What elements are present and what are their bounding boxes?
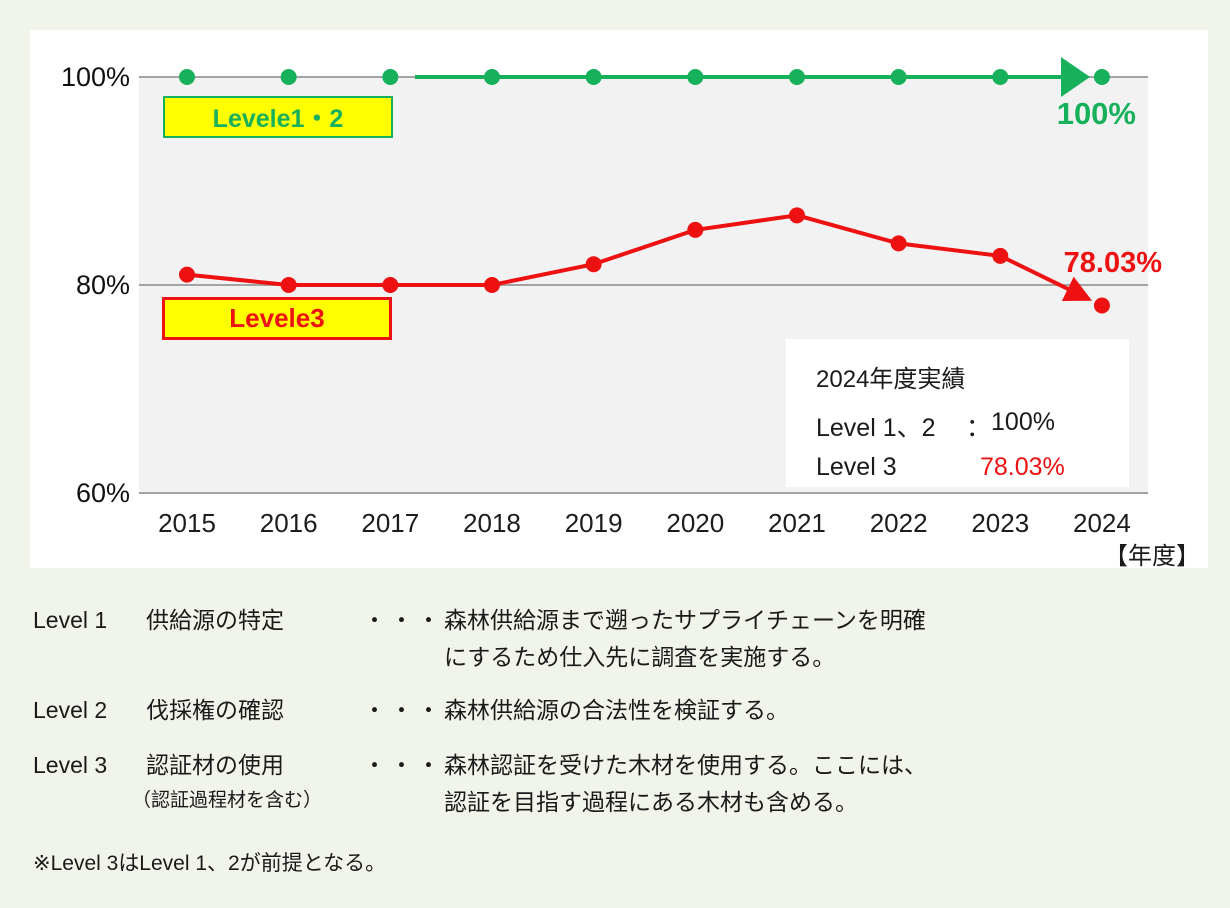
series-level12-point: [179, 69, 195, 85]
series-level12-point: [687, 69, 704, 85]
series-level12-arrowhead: [1061, 57, 1090, 97]
definition-description: 森林供給源の合法性を検証する。: [444, 692, 1203, 729]
series-badge-level12-label: Levele1・2: [212, 105, 344, 133]
y-axis-tick-label: 80%: [75, 270, 130, 300]
definition-description-line: 森林認証を受けた木材を使用する。ここには、: [444, 752, 927, 778]
series-level12-point: [382, 69, 399, 85]
x-axis-tick-label: 2024: [1073, 508, 1131, 538]
annotation-title: 2024年度実績: [816, 366, 966, 393]
annotation-box: 2024年度実績 Level 1、2 ： 100% Level 3 78.03%: [786, 339, 1129, 487]
annotation-row-label: Level 3: [816, 453, 897, 481]
x-axis-tick-label: 2015: [158, 508, 216, 538]
definition-term-column: 供給源の特定: [146, 602, 363, 676]
series-level12-point: [890, 69, 907, 85]
definition-description: 森林認証を受けた木材を使用する。ここには、 認証を目指す過程にある木材も含める。: [444, 747, 1203, 821]
definition-description: 森林供給源まで遡ったサプライチェーンを明確 にするため仕入先に調査を実施する。: [444, 602, 1203, 676]
annotation-row-value: 100%: [991, 408, 1055, 436]
level-definitions: Level 1 供給源の特定 ・・・ 森林供給源まで遡ったサプライチェーンを明確 にする…: [33, 602, 1203, 877]
definition-separator-dots: ・・・: [363, 752, 444, 778]
series-level3-point: [992, 247, 1009, 264]
series-level12-point: [788, 69, 805, 85]
series-level12-point: [585, 69, 602, 85]
annotation-row-level3: Level 3 78.03%: [816, 453, 1129, 482]
definition-description-line: 森林供給源まで遡ったサプライチェーンを明確: [444, 607, 926, 633]
level-definition-row: Level 3 認証材の使用 （認証過程材を含む） ・・・ 森林認証を受けた木材を使用す…: [33, 747, 1203, 821]
y-axis-tick-label: 60%: [75, 478, 130, 508]
series-level3-line: [186, 213, 1075, 294]
series-level3-point: [687, 221, 704, 238]
chart-card: 100% 80% 60% 2015 2016 2017 2018 2019 2020 2021 2…: [30, 30, 1208, 570]
series-level3-point: [483, 277, 500, 293]
series-level3-point: [179, 266, 195, 283]
series-level3-arrowhead: [1061, 276, 1093, 301]
annotation-row-sep: ：: [966, 414, 992, 442]
level-definition-row: Level 1 供給源の特定 ・・・ 森林供給源まで遡ったサプライチェーンを明確 にする…: [33, 602, 1203, 676]
x-axis-tick-label: 2021: [768, 508, 826, 538]
x-axis-tick-label: 2017: [361, 508, 420, 538]
series-level3-point: [585, 256, 602, 273]
definition-separator-dots: ・・・: [363, 697, 444, 723]
series-badge-level3-label: Levele3: [229, 303, 325, 333]
x-axis-unit-label: 【年度】: [1104, 543, 1200, 570]
annotation-row-value: 78.03%: [980, 453, 1065, 481]
definition-term-column: 伐採権の確認: [146, 692, 363, 729]
series-level3-point: [1093, 297, 1110, 314]
definition-level-label: Level 1: [33, 607, 108, 633]
x-axis-tick-label: 2016: [259, 508, 318, 538]
series-level12-point: [280, 69, 297, 85]
x-axis-tick-label: 2018: [463, 508, 521, 538]
footnote: ※Level 3はLevel 1、2が前提となる。: [33, 852, 387, 875]
definition-description-line: にするため仕入先に調査を実施する。: [444, 644, 836, 670]
series-level3-point: [280, 277, 297, 293]
series-level3-point: [890, 235, 907, 252]
annotation-row-level12: Level 1、2 ： 100%: [816, 408, 1129, 444]
series-level12-point: [1093, 69, 1110, 85]
series-badge-level3: Levele3: [162, 297, 392, 340]
definition-separator-dots: ・・・: [363, 607, 444, 633]
series-level12-point: [992, 69, 1009, 85]
level-definition-row: Level 2 伐採権の確認 ・・・ 森林供給源の合法性を検証する。: [33, 692, 1203, 729]
definition-level-label: Level 2: [33, 697, 108, 723]
definition-description-line: 森林供給源の合法性を検証する。: [444, 697, 789, 723]
definition-term: 認証材の使用: [146, 752, 284, 778]
x-axis-tick-label: 2019: [564, 508, 623, 538]
x-axis-tick-label: 2023: [971, 508, 1030, 538]
annotation-row-label: Level 1、2: [816, 414, 936, 442]
y-axis-tick-label: 100%: [60, 62, 130, 92]
definition-term: 伐採権の確認: [146, 697, 284, 723]
definition-sub-term: （認証過程材を含む）: [132, 790, 323, 811]
definition-term: 供給源の特定: [146, 607, 284, 633]
series-badge-level12: Levele1・2: [163, 96, 393, 138]
x-axis-tick-label: 2020: [666, 508, 725, 538]
x-axis-tick-label: 2022: [869, 508, 928, 538]
series-level12-point: [483, 69, 500, 85]
series-level3-point: [382, 277, 399, 293]
definition-level-label: Level 3: [33, 752, 108, 778]
line-chart-canvas: [139, 57, 1148, 494]
end-label-level3: 78.03%: [1063, 247, 1162, 279]
end-label-level12: 100%: [1056, 96, 1136, 131]
definition-description-line: 認証を目指す過程にある木材も含める。: [444, 789, 858, 815]
definition-term-column: 認証材の使用 （認証過程材を含む）: [132, 747, 363, 821]
series-level3-point: [788, 207, 805, 224]
